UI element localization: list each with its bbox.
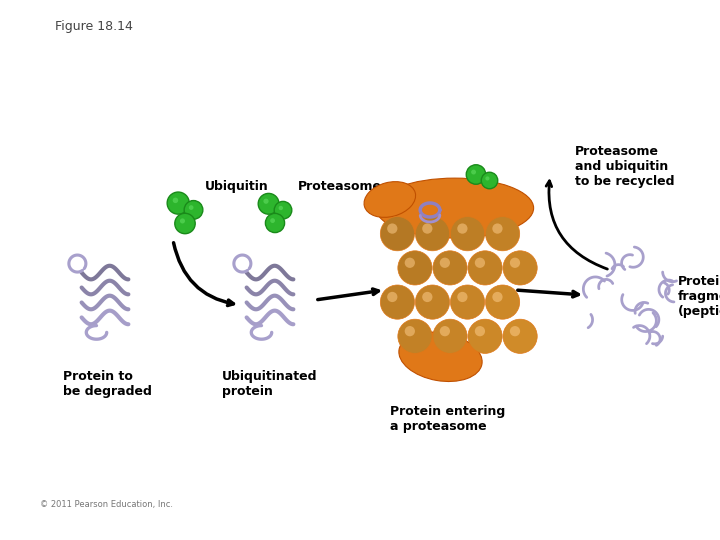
Circle shape [398,319,432,353]
Circle shape [167,192,189,214]
Circle shape [380,285,415,319]
Circle shape [189,205,194,210]
Circle shape [510,326,520,336]
Circle shape [405,258,415,268]
Circle shape [440,326,450,336]
Text: Figure 18.14: Figure 18.14 [55,20,133,33]
Text: Ubiquitin: Ubiquitin [205,180,269,193]
Text: Protein to
be degraded: Protein to be degraded [63,370,152,398]
Circle shape [175,213,195,234]
Circle shape [264,199,269,204]
Circle shape [451,285,485,319]
Text: Protein entering
a proteasome: Protein entering a proteasome [390,405,505,433]
Circle shape [422,224,433,234]
Ellipse shape [376,178,534,238]
Circle shape [492,224,503,234]
Circle shape [387,224,397,234]
Circle shape [270,218,275,223]
Circle shape [415,285,449,319]
Circle shape [468,251,502,285]
Circle shape [433,319,467,353]
Circle shape [440,258,450,268]
Circle shape [485,285,520,319]
Circle shape [405,326,415,336]
Circle shape [398,251,432,285]
Circle shape [173,198,179,203]
Circle shape [258,193,279,214]
Circle shape [457,292,467,302]
Text: Ubiquitinated
protein: Ubiquitinated protein [222,370,318,398]
Circle shape [433,251,467,285]
Circle shape [266,213,284,233]
Circle shape [451,217,485,251]
Ellipse shape [399,332,482,381]
Circle shape [471,170,476,174]
Text: Protein
fragments
(peptides): Protein fragments (peptides) [678,275,720,318]
Text: Proteasome: Proteasome [298,180,382,193]
Circle shape [492,292,503,302]
Circle shape [180,218,185,224]
Circle shape [503,251,537,285]
Circle shape [474,258,485,268]
Circle shape [380,217,415,251]
Circle shape [485,177,490,180]
Circle shape [422,292,433,302]
Text: Proteasome
and ubiquitin
to be recycled: Proteasome and ubiquitin to be recycled [575,145,675,188]
Circle shape [415,217,449,251]
Circle shape [279,206,283,210]
Circle shape [184,200,203,219]
Circle shape [467,165,486,184]
Ellipse shape [364,181,415,218]
Circle shape [387,292,397,302]
Circle shape [457,224,467,234]
Circle shape [510,258,520,268]
Circle shape [503,319,537,353]
Circle shape [468,319,502,353]
Circle shape [481,172,498,189]
Circle shape [474,326,485,336]
Text: © 2011 Pearson Education, Inc.: © 2011 Pearson Education, Inc. [40,500,173,509]
Circle shape [485,217,520,251]
Circle shape [274,201,292,219]
